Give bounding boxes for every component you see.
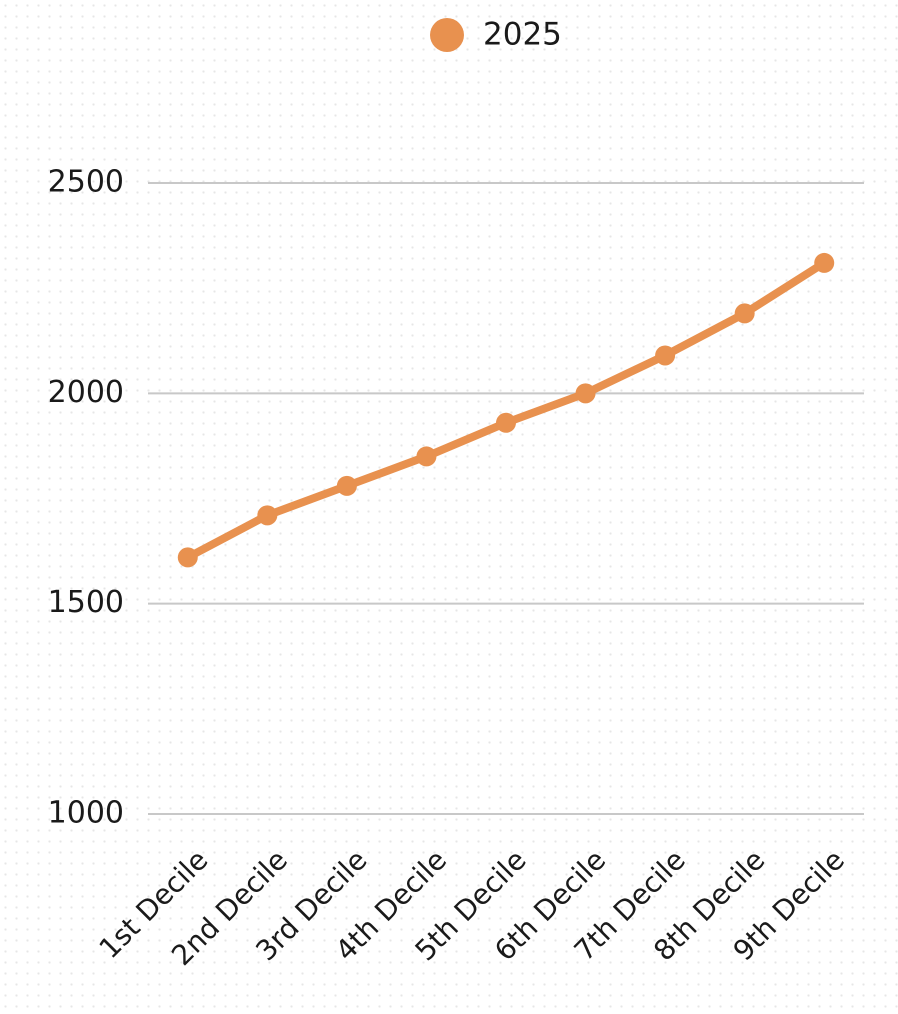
y-tick-label: 2500 (48, 165, 124, 200)
series-line (183, 258, 829, 562)
legend-marker (430, 18, 464, 52)
data-point (814, 252, 835, 273)
data-point (575, 383, 596, 404)
data-point (177, 547, 198, 568)
data-point (496, 412, 516, 433)
data-point (257, 505, 278, 526)
data-point (655, 345, 676, 366)
data-point (336, 475, 357, 496)
y-tick-label: 2000 (48, 375, 124, 410)
legend-label: 2025 (483, 17, 562, 53)
data-point (734, 303, 755, 324)
y-tick-label: 1500 (48, 585, 124, 620)
legend: 2025 (430, 17, 562, 53)
y-tick-label: 1000 (48, 796, 124, 831)
data-point (416, 446, 437, 467)
